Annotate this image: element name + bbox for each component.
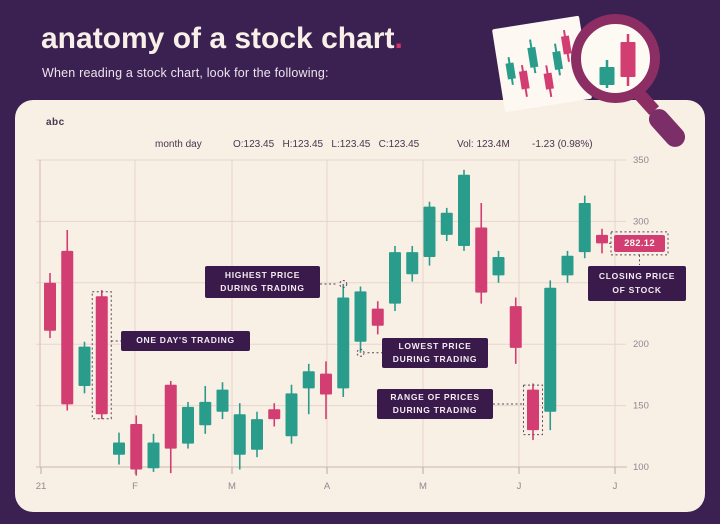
mini-candlestick-sketch: [505, 29, 572, 98]
annotation-line: DURING TRADING: [392, 405, 478, 415]
page-title-text: anatomy of a stock chart: [41, 22, 395, 55]
annotation-line: ONE DAY'S TRADING: [136, 335, 235, 346]
chart-card: [15, 100, 705, 512]
mini-chart-paper: [491, 15, 593, 113]
ticker-volume: Vol: 123.4M: [457, 139, 510, 150]
brand-logo: abc: [46, 117, 65, 128]
page-title-period: .: [394, 22, 403, 55]
annotation-line: HIGHEST PRICE: [224, 269, 301, 280]
annotation-line: DURING TRADING: [392, 354, 478, 364]
annotation-line: CLOSING PRICE: [598, 271, 676, 282]
annotation-closing-price: CLOSING PRICE OF STOCK: [588, 266, 686, 301]
page-subtitle: When reading a stock chart, look for the…: [42, 66, 329, 80]
annotation-highest-price: HIGHEST PRICE DURING TRADING: [205, 266, 320, 298]
annotation-one-days-trading: ONE DAY'S TRADING: [121, 331, 250, 351]
annotation-line: RANGE OF PRICES: [390, 391, 480, 402]
ticker-ohlc-values: O:123.45 H:123.45 L:123.45 C:123.45: [233, 139, 420, 150]
magnifier-lens: [571, 14, 660, 103]
ticker-change: -1.23 (0.98%): [532, 139, 593, 150]
annotation-lowest-price: LOWEST PRICE DURING TRADING: [382, 338, 488, 368]
annotation-line: OF STOCK: [612, 284, 662, 295]
annotation-range-of-prices: RANGE OF PRICES DURING TRADING: [377, 389, 493, 419]
page-title: anatomy of a stock chart.: [41, 22, 403, 56]
annotation-line: LOWEST PRICE: [398, 340, 472, 351]
lens-candles: [599, 34, 636, 88]
annotation-line: DURING TRADING: [220, 283, 305, 293]
ticker-date-label: month day: [155, 139, 202, 150]
closing-price-tag: 282.12: [614, 235, 665, 252]
